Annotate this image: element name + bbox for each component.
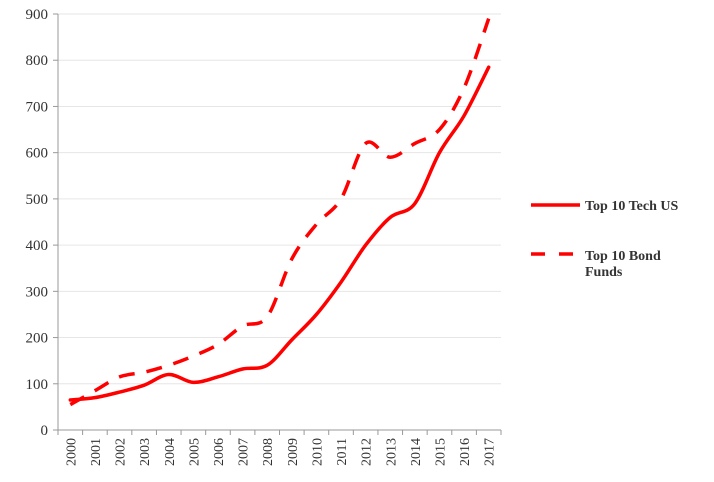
x-tick-label: 2012 — [360, 438, 375, 466]
y-tick-label: 100 — [26, 377, 49, 393]
y-tick-label: 400 — [26, 238, 49, 254]
x-tick-label: 2011 — [335, 438, 350, 465]
series-line-tech — [68, 65, 491, 402]
legend-label-bond: Top 10 Bond Funds — [585, 249, 661, 280]
legend-label-tech: Top 10 Tech US — [585, 199, 678, 214]
y-tick-label: 500 — [26, 192, 49, 208]
x-tick-label: 2013 — [384, 438, 399, 466]
y-tick-label: 200 — [26, 331, 49, 347]
y-tick-label: 300 — [26, 284, 49, 300]
x-tick-label: 2017 — [483, 438, 498, 466]
x-tick-label: 2007 — [237, 438, 252, 466]
x-tick-label: 2015 — [433, 438, 448, 466]
x-tick-label: 2006 — [212, 438, 227, 466]
axes — [53, 13, 502, 435]
x-tick-label: 2010 — [310, 438, 325, 466]
y-tick-label: 600 — [26, 146, 49, 162]
x-tick-label: 2014 — [409, 438, 424, 466]
y-axis-ticks: 0 100 200 300 400 500 600 700 800 900 — [26, 7, 49, 439]
x-tick-label: 2008 — [261, 438, 276, 466]
series-lines — [68, 18, 491, 407]
y-tick-label: 800 — [26, 53, 49, 69]
x-axis-ticks: 2000 2001 2002 2003 2004 2005 2006 2007 2008 2009… — [64, 438, 497, 466]
x-tick-label: 2002 — [114, 438, 129, 466]
legend: Top 10 Tech US Top 10 Bond Funds — [531, 199, 678, 280]
gridlines — [58, 13, 501, 385]
x-tick-label: 2016 — [458, 438, 473, 466]
x-tick-label: 2001 — [89, 438, 104, 466]
x-tick-label: 2003 — [138, 438, 153, 466]
y-tick-label: 700 — [26, 99, 49, 115]
x-tick-label: 2004 — [163, 438, 178, 466]
series-line-bond — [69, 18, 491, 407]
x-tick-label: 2005 — [187, 438, 202, 466]
x-tick-label: 2000 — [64, 438, 79, 466]
x-tick-label: 2009 — [286, 438, 301, 466]
y-tick-label: 0 — [41, 423, 49, 439]
y-tick-label: 900 — [26, 7, 49, 23]
